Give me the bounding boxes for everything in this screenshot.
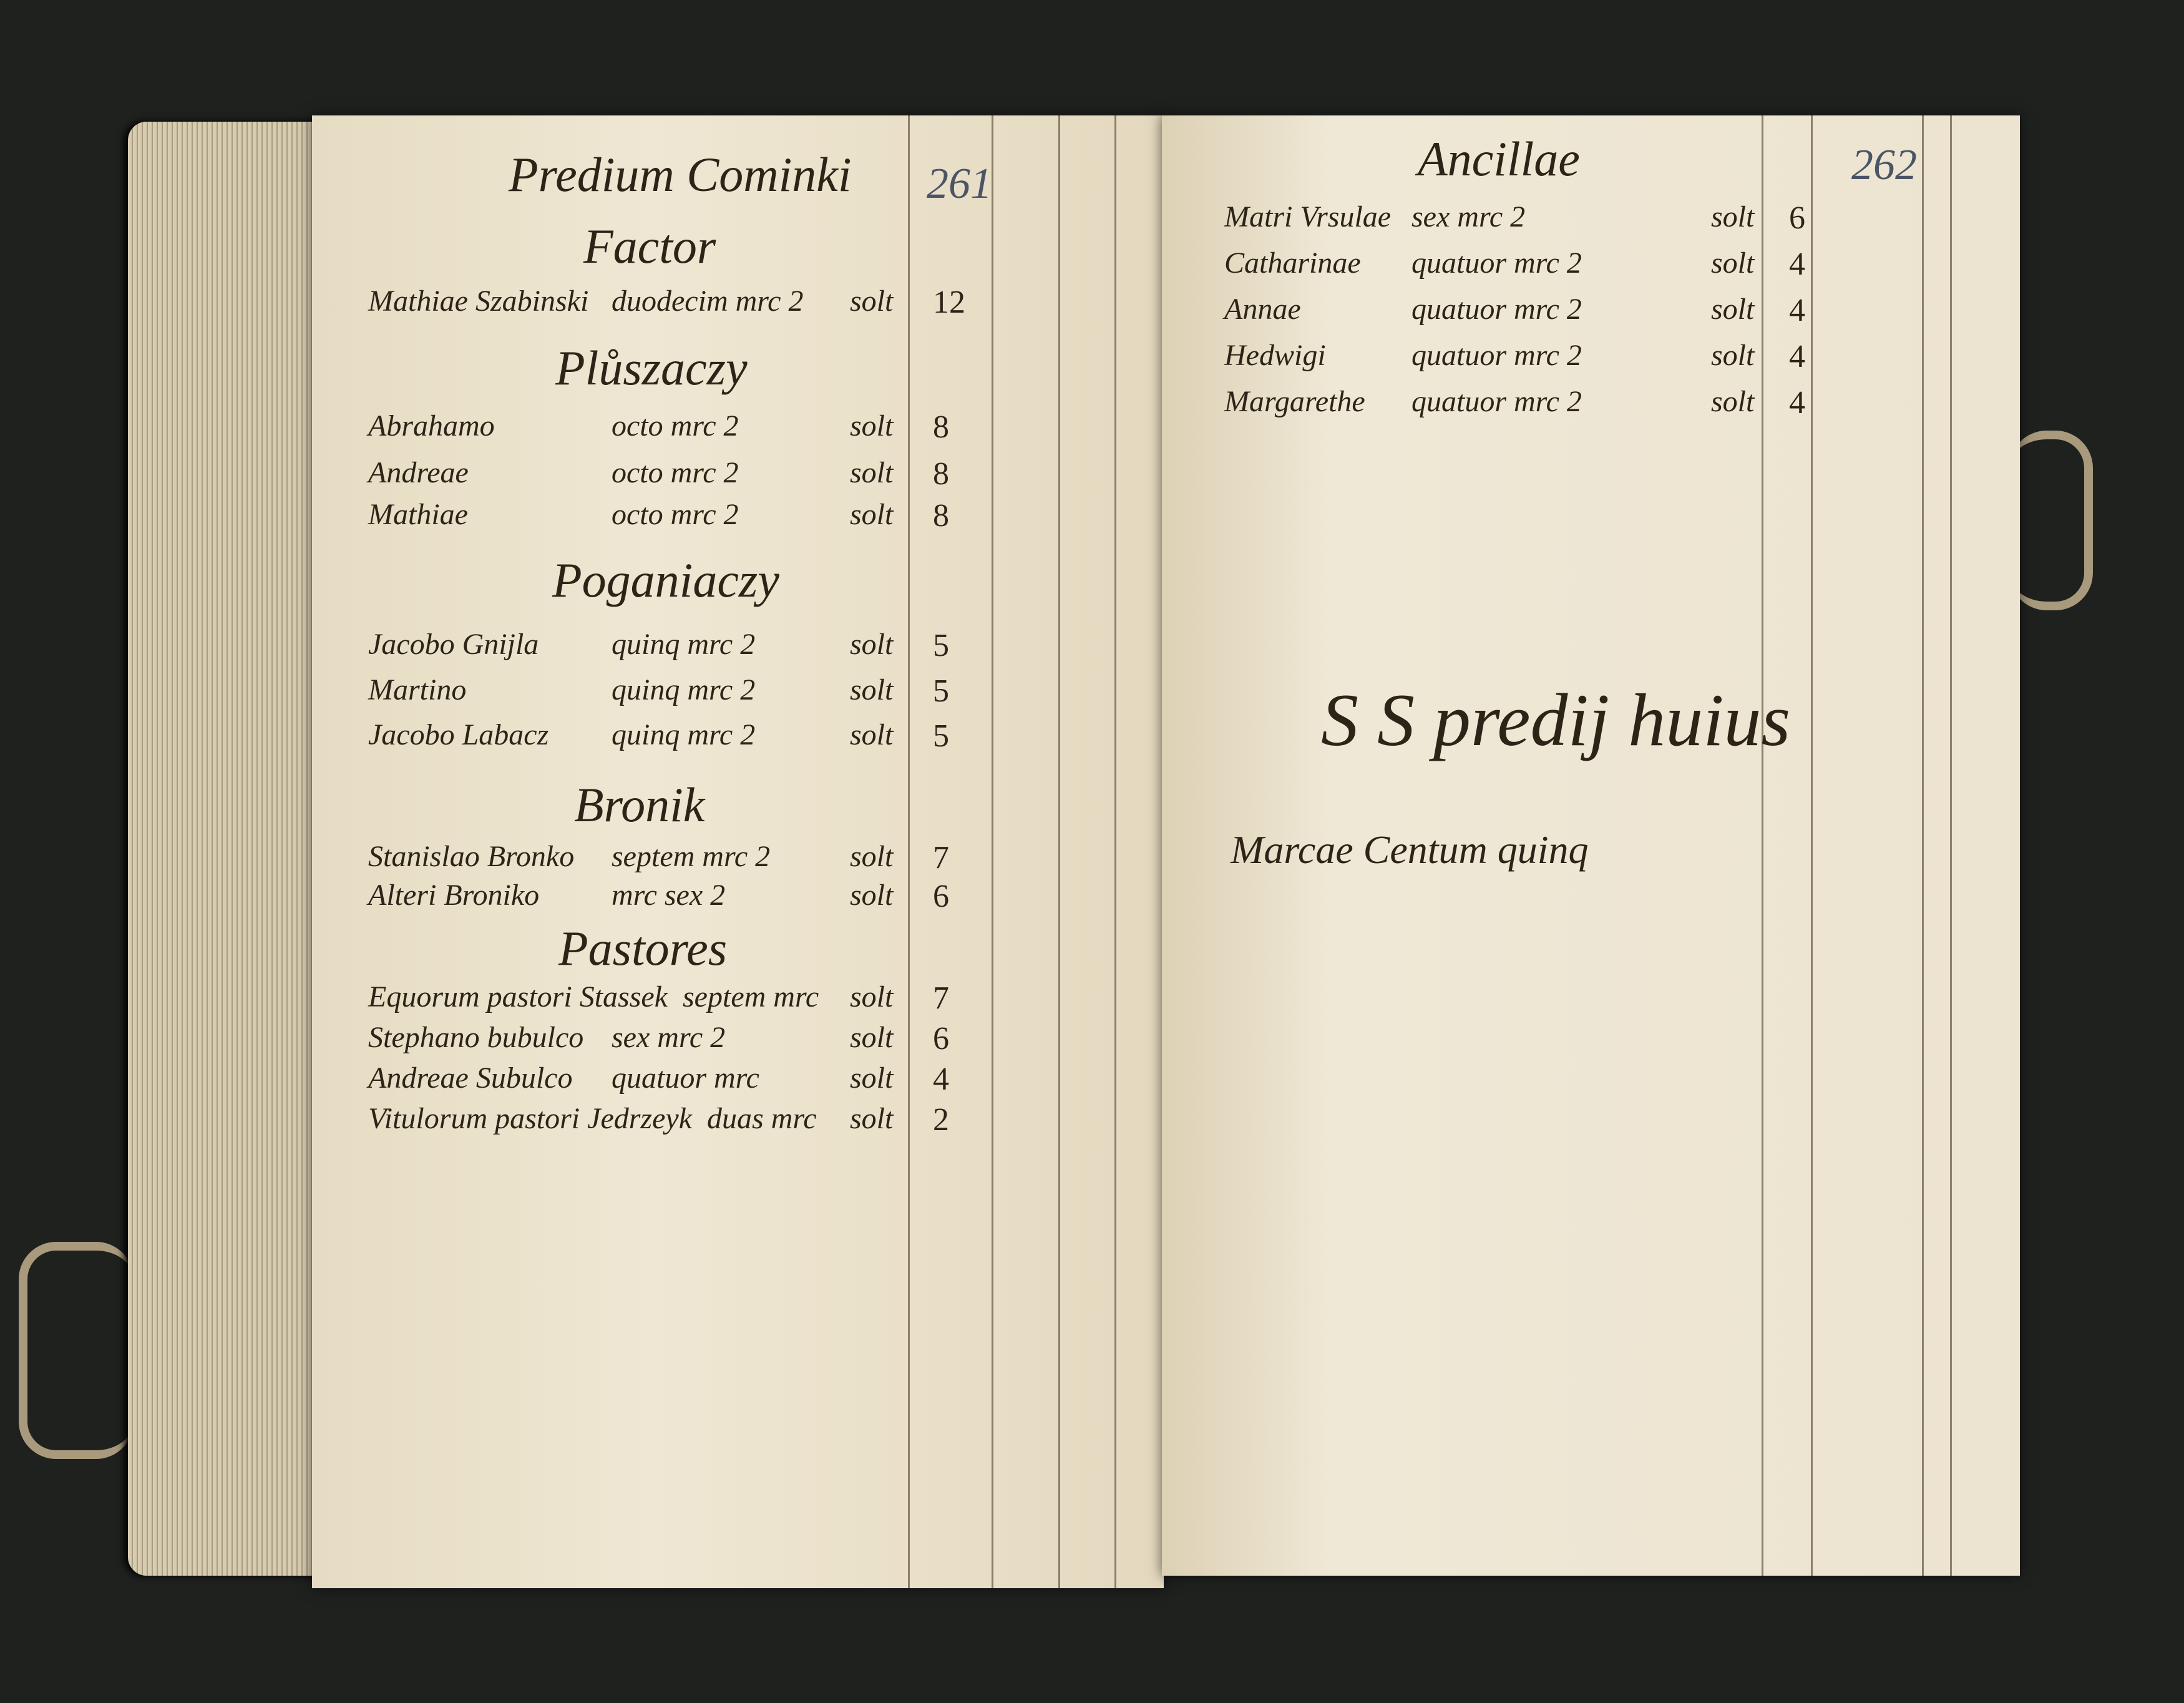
entry-amount: octo mrc 2 (612, 498, 739, 531)
entry-amount: quinq mrc 2 (612, 673, 756, 706)
entry-unit: solt (1711, 339, 1755, 372)
entry-amount: duodecim mrc 2 (612, 285, 804, 318)
summary-line: Marcae Centum quinq (1231, 827, 1589, 872)
section-heading: Poganiaczy (552, 553, 779, 607)
entry-unit: solt (1711, 200, 1755, 233)
entry-value: 7 (933, 840, 949, 876)
entry-unit: solt (850, 409, 894, 442)
entry-amount: quatuor mrc (612, 1061, 759, 1095)
entry-unit: solt (850, 1061, 894, 1095)
entry-unit: solt (850, 628, 894, 661)
entry-value: 8 (933, 456, 949, 492)
ruling-line (1811, 115, 1813, 1576)
ruling-line (908, 115, 910, 1588)
entry-name: Mathiae Szabinski (368, 285, 589, 318)
entry-name: Andreae Subulco (368, 1061, 573, 1095)
entry-unit: solt (1711, 385, 1755, 418)
entry-value: 5 (933, 628, 949, 663)
entry-unit: solt (850, 718, 894, 751)
entry-unit: solt (850, 456, 894, 489)
entry-name: Martino (368, 673, 467, 706)
entry-amount: septem mrc 2 (612, 840, 771, 873)
page-edges (128, 122, 328, 1576)
section-heading: Pastores (558, 921, 728, 975)
entry-amount: quatuor mrc 2 (1411, 246, 1582, 280)
entry-unit: solt (850, 879, 894, 912)
entry-name: Vitulorum pastori Jedrzeyk (368, 1102, 693, 1135)
section-heading: Factor (583, 219, 716, 273)
entry-unit: solt (850, 1021, 894, 1054)
right-page: 262 Ancillae S S predij huius Marcae Cen… (1162, 115, 2020, 1576)
entry-value: 8 (933, 409, 949, 445)
entry-name: Jacobo Labacz (368, 718, 549, 751)
entry-value: 5 (933, 673, 949, 709)
entry-unit: solt (850, 498, 894, 531)
entry-name: Abrahamo (368, 409, 495, 442)
entry-value: 12 (933, 285, 965, 320)
entry-unit: solt (850, 840, 894, 873)
entry-value: 4 (1789, 246, 1805, 282)
entry-name: Mathiae (368, 498, 468, 531)
ruling-line (1058, 115, 1060, 1588)
ruling-line (1114, 115, 1116, 1588)
entry-name: Catharinae (1224, 246, 1361, 280)
section-heading: Ancillae (1418, 132, 1580, 186)
entry-unit: solt (1711, 293, 1755, 326)
entry-value: 5 (933, 718, 949, 754)
ruling-line (1950, 115, 1952, 1576)
entry-amount: octo mrc 2 (612, 409, 739, 442)
entry-name: Stephano bubulco (368, 1021, 584, 1054)
entry-name: Matri Vrsulae (1224, 200, 1392, 233)
left-page: 261 Predium Cominki Factor Mathiae Szabin… (312, 115, 1164, 1588)
entry-value: 7 (933, 980, 949, 1016)
entry-amount: quinq mrc 2 (612, 718, 756, 751)
entry-unit: solt (1711, 246, 1755, 280)
entry-unit: solt (850, 285, 894, 318)
folio-number: 262 (1851, 141, 1917, 189)
entry-value: 6 (933, 1021, 949, 1056)
entry-value: 6 (1789, 200, 1805, 236)
entry-amount: mrc sex 2 (612, 879, 726, 912)
entry-amount: sex mrc 2 (612, 1021, 726, 1054)
entry-name: Jacobo Gnijla (368, 628, 539, 661)
entry-value: 4 (1789, 293, 1805, 328)
entry-name: Alteri Broniko (368, 879, 540, 912)
entry-amount: quinq mrc 2 (612, 628, 756, 661)
left-strap (19, 1242, 134, 1459)
folio-number: 261 (927, 160, 992, 208)
entry-value: 8 (933, 498, 949, 534)
entry-amount: quatuor mrc 2 (1411, 339, 1582, 372)
section-heading: Plůszaczy (555, 341, 748, 395)
entry-name: Equorum pastori Stassek (368, 980, 668, 1013)
section-heading: Bronik (574, 778, 705, 832)
right-strap (2009, 431, 2093, 610)
entry-amount: duas mrc (707, 1102, 817, 1135)
entry-unit: solt (850, 673, 894, 706)
entry-amount: sex mrc 2 (1411, 200, 1526, 233)
entry-value: 2 (933, 1102, 949, 1138)
entry-value: 4 (1789, 385, 1805, 421)
entry-amount: septem mrc (683, 980, 819, 1013)
entry-name: Hedwigi (1224, 339, 1326, 372)
ruling-line (992, 115, 993, 1588)
entry-name: Andreae (368, 456, 469, 489)
summary-heading: S S predij huius (1321, 678, 1791, 761)
entry-name: Annae (1224, 293, 1301, 326)
entry-value: 4 (1789, 339, 1805, 374)
entry-amount: quatuor mrc 2 (1411, 385, 1582, 418)
entry-value: 6 (933, 879, 949, 914)
ruling-line (1762, 115, 1763, 1576)
entry-unit: solt (850, 980, 894, 1013)
entry-value: 4 (933, 1061, 949, 1097)
entry-name: Margarethe (1224, 385, 1365, 418)
entry-amount: quatuor mrc 2 (1411, 293, 1582, 326)
page-title: Predium Cominki (509, 147, 852, 202)
entry-name: Stanislao Bronko (368, 840, 575, 873)
entry-unit: solt (850, 1102, 894, 1135)
ruling-line (1922, 115, 1924, 1576)
entry-amount: octo mrc 2 (612, 456, 739, 489)
